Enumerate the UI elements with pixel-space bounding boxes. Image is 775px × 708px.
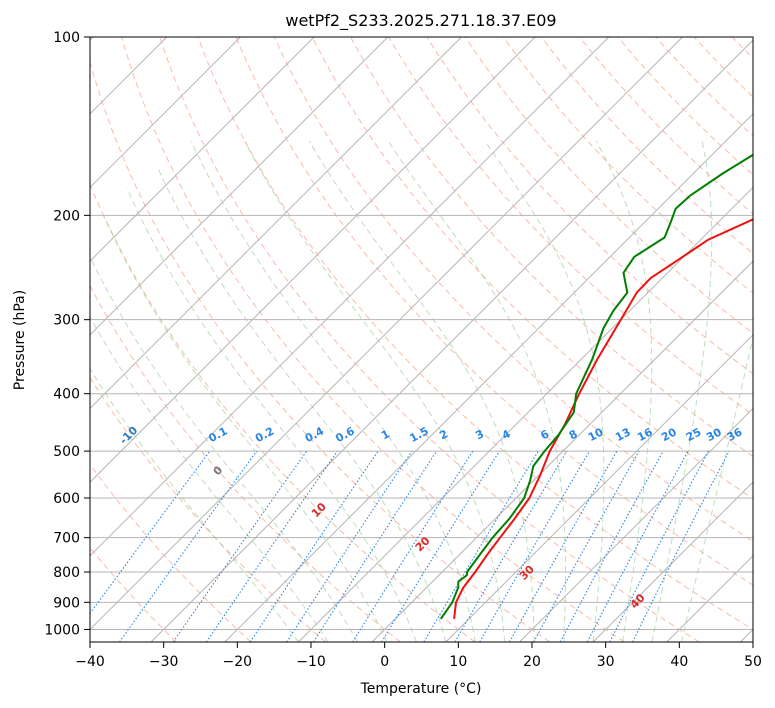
moist-adiabat-line bbox=[90, 367, 299, 642]
plot-frame bbox=[89, 36, 754, 643]
y-tick-label: 800 bbox=[53, 565, 80, 581]
moist-adiabat-line bbox=[126, 187, 417, 642]
isotherm-line bbox=[224, 113, 753, 642]
mixing-ratio-line bbox=[205, 450, 338, 642]
temperature-line bbox=[453, 218, 753, 620]
x-tick-label: −30 bbox=[149, 654, 179, 670]
isotherm-line bbox=[445, 334, 753, 642]
isotherm-line bbox=[90, 37, 610, 557]
mixing-ratio-line bbox=[423, 450, 539, 642]
dry-adiabat-line bbox=[311, 37, 753, 500]
mixing-ratio-line bbox=[172, 450, 308, 642]
mixing-ratio-label: 20 bbox=[659, 425, 679, 444]
dry-adiabat-line bbox=[502, 37, 753, 294]
y-axis: 100 200 300 400 500 600 700 800 900 1000 bbox=[44, 30, 90, 638]
y-axis-label: Pressure (hPa) bbox=[12, 290, 28, 390]
dry-adiabat-line bbox=[90, 60, 551, 642]
dry-adiabat-line bbox=[90, 183, 476, 642]
mixing-ratio-label: 10 bbox=[586, 425, 606, 444]
y-tick-label: 700 bbox=[53, 531, 80, 547]
isotherm-line bbox=[519, 407, 753, 642]
moist-adiabat-line bbox=[102, 215, 388, 642]
y-tick-label: 400 bbox=[53, 387, 80, 403]
mixing-ratio-line bbox=[533, 450, 640, 642]
dry-adiabat-line bbox=[235, 37, 753, 586]
x-tick-label: 40 bbox=[670, 654, 688, 670]
plot-background bbox=[90, 37, 753, 642]
x-tick-label: −10 bbox=[296, 654, 326, 670]
mixing-ratio-line bbox=[249, 450, 379, 642]
isotherm-line bbox=[90, 37, 683, 631]
isotherm-line bbox=[298, 186, 753, 642]
profile-series bbox=[439, 153, 753, 620]
isotherm-line bbox=[90, 37, 536, 483]
isotherm-line bbox=[90, 37, 241, 189]
moist-adiabat-line bbox=[90, 255, 358, 642]
y-tick-label: 1000 bbox=[44, 622, 80, 638]
x-axis: −40 −30 −20 −10 0 10 20 30 40 50 bbox=[75, 642, 762, 670]
mixing-ratio-label: 13 bbox=[613, 425, 633, 444]
y-tick-label: 200 bbox=[53, 208, 80, 224]
mixing-ratio-label: 16 bbox=[635, 425, 655, 444]
y-tick-label: 900 bbox=[53, 595, 80, 611]
x-tick-label: 10 bbox=[449, 654, 467, 670]
y-tick-label: 100 bbox=[53, 30, 80, 46]
isotherm-line bbox=[90, 37, 315, 262]
mixing-ratio-line bbox=[286, 450, 413, 642]
x-tick-label: −40 bbox=[75, 654, 105, 670]
x-tick-label: 30 bbox=[597, 654, 615, 670]
mixing-ratio-line bbox=[119, 450, 258, 642]
moist-adiabat-line bbox=[156, 165, 447, 642]
x-tick-label: 0 bbox=[380, 654, 389, 670]
dry-adiabat-line bbox=[541, 37, 753, 254]
mixing-ratio-label: 25 bbox=[684, 425, 704, 444]
isotherm-line bbox=[592, 481, 753, 642]
mixing-ratio-line bbox=[90, 450, 211, 615]
dry-adiabat-line bbox=[273, 37, 753, 542]
background-lines bbox=[90, 37, 775, 642]
isotherm-line bbox=[90, 37, 389, 336]
mixing-ratio-line bbox=[559, 450, 664, 642]
y-tick-label: 600 bbox=[53, 491, 80, 507]
mixing-ratio-label: 36 bbox=[725, 425, 745, 444]
dry-adiabat-line bbox=[159, 37, 700, 642]
dry-adiabat-line bbox=[426, 37, 753, 375]
mixing-ratio-line bbox=[632, 450, 730, 642]
mixing-ratio-line bbox=[586, 450, 689, 642]
dry-adiabat-line bbox=[90, 284, 401, 642]
mixing-ratio-line bbox=[352, 450, 474, 642]
isotherm-line bbox=[371, 260, 753, 642]
mixing-ratio-line bbox=[609, 450, 709, 642]
dry-adiabat-line bbox=[197, 37, 753, 631]
x-tick-label: −20 bbox=[223, 654, 253, 670]
mixing-ratio-line bbox=[313, 450, 438, 642]
isotherm-line bbox=[150, 39, 753, 642]
x-tick-label: 50 bbox=[744, 654, 762, 670]
dry-adiabat-line bbox=[121, 37, 625, 642]
dry-adiabat-line bbox=[655, 37, 753, 137]
moist-adiabat-line bbox=[90, 315, 329, 642]
mixing-ratio-label: 30 bbox=[704, 425, 724, 444]
dry-adiabat-line bbox=[388, 37, 753, 416]
mixing-ratio-line bbox=[381, 450, 500, 642]
mixing-ratio-line bbox=[509, 450, 618, 642]
isotherm-line bbox=[90, 37, 462, 410]
chart-title: wetPf2_S233.2025.271.18.37.E09 bbox=[285, 11, 556, 31]
dewpoint-line bbox=[439, 153, 753, 620]
dry-adiabat-line bbox=[90, 463, 252, 642]
x-axis-label: Temperature (°C) bbox=[360, 681, 482, 697]
y-tick-label: 300 bbox=[53, 313, 80, 329]
dry-adiabat-line bbox=[770, 37, 775, 642]
x-tick-label: 20 bbox=[523, 654, 541, 670]
y-tick-label: 500 bbox=[53, 444, 80, 460]
